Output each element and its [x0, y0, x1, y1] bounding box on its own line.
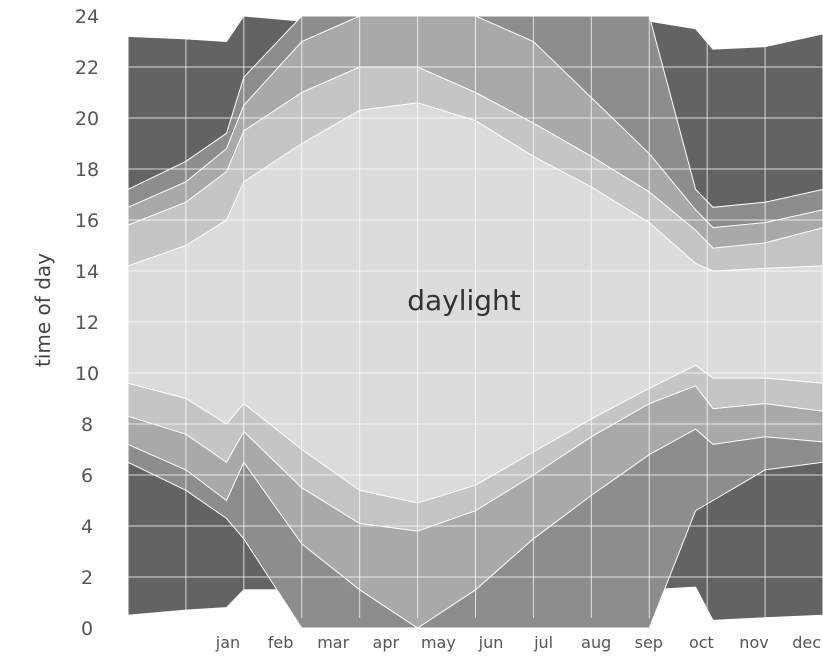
x-tick-label: mar	[317, 633, 349, 652]
x-tick-label: oct	[689, 633, 714, 652]
y-tick-label: 22	[75, 57, 99, 79]
daylight-annotation: daylight	[407, 284, 521, 317]
x-tick-label: apr	[373, 633, 400, 652]
x-tick-label: jun	[478, 633, 504, 652]
y-tick-label: 6	[81, 465, 93, 487]
x-tick-label: may	[421, 633, 456, 652]
x-tick-label: jul	[533, 633, 553, 652]
x-tick-label: aug	[581, 633, 611, 652]
y-tick-label: 16	[75, 210, 99, 232]
x-tick-labels: jan feb mar apr may jun jul aug sep oct nov dec	[215, 633, 821, 652]
x-tick-label: jan	[215, 633, 240, 652]
y-tick-label: 20	[75, 108, 99, 130]
grid-layer	[128, 16, 823, 618]
y-tick-label: 4	[81, 516, 93, 538]
y-tick-label: 14	[75, 261, 99, 283]
y-tick-label: 10	[75, 363, 99, 385]
x-tick-label: nov	[739, 633, 768, 652]
y-axis-title: time of day	[31, 253, 55, 367]
y-tick-label: 2	[81, 567, 93, 589]
y-tick-label: 18	[75, 159, 99, 181]
x-tick-label: sep	[635, 633, 663, 652]
x-tick-label: feb	[268, 633, 294, 652]
y-tick-label: 12	[75, 312, 99, 334]
x-tick-label: dec	[792, 633, 821, 652]
y-tick-label: 8	[81, 414, 93, 436]
y-tick-label: 24	[75, 6, 99, 28]
y-tick-label: 0	[81, 618, 93, 640]
